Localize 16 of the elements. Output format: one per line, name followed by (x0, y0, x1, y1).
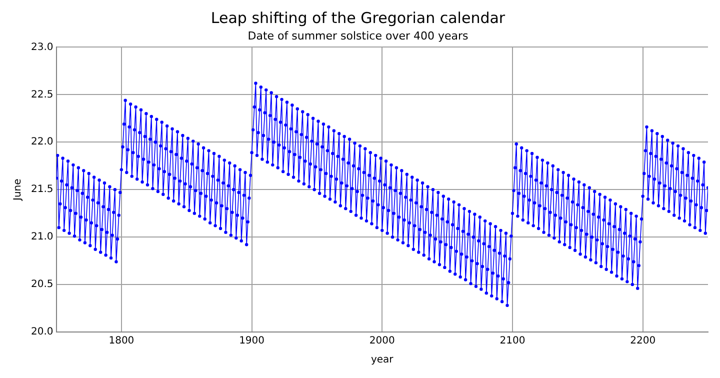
chart-title: Leap shifting of the Gregorian calendar (210, 8, 506, 27)
x-axis-title: year (370, 354, 394, 366)
y-axis-title: June (12, 178, 24, 202)
y-tick-label: 22.0 (31, 136, 54, 148)
x-tick-label: 2000 (369, 336, 395, 347)
y-tick-label: 22.5 (31, 89, 54, 100)
chart-subtitle: Date of summer solstice over 400 years (248, 29, 469, 42)
y-tick-label: 23.0 (31, 42, 54, 53)
y-tick-label: 21.0 (31, 232, 54, 243)
y-tick-label: 21.5 (31, 184, 54, 196)
x-tick-label: 1800 (108, 336, 134, 347)
x-tick-label: 2100 (500, 336, 526, 347)
x-tick-label: 1900 (239, 336, 265, 347)
y-tick-label: 20.5 (31, 279, 54, 290)
x-tick-label: 2200 (630, 336, 656, 347)
y-tick-label: 20.0 (31, 326, 54, 338)
